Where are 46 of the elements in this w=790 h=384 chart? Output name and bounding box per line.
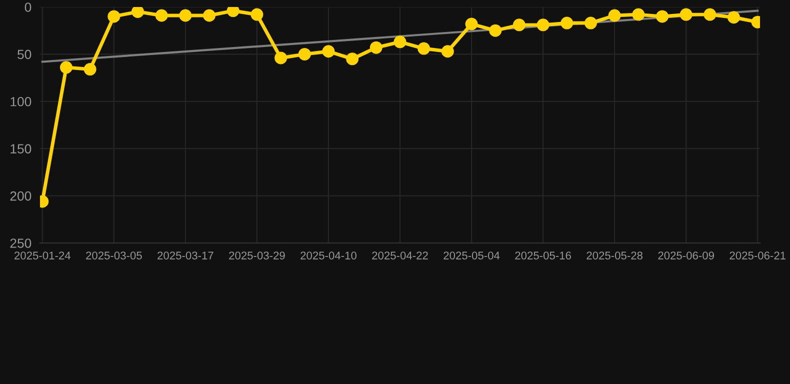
x-tick-label: 2025-05-04 xyxy=(444,252,500,260)
point xyxy=(179,9,192,22)
y-tick-label: 150 xyxy=(10,144,32,154)
point xyxy=(60,61,72,74)
point xyxy=(536,18,550,32)
y-tick-label: 250 xyxy=(10,238,32,248)
y-tick-label: 100 xyxy=(10,96,32,106)
point xyxy=(608,9,621,22)
point xyxy=(680,8,692,21)
point xyxy=(394,36,406,48)
x-tick-label: 2025-03-17 xyxy=(158,252,214,260)
point xyxy=(226,7,240,18)
point xyxy=(728,11,740,24)
y-tick-label: 50 xyxy=(18,50,32,60)
point xyxy=(441,45,454,58)
point xyxy=(155,9,168,22)
x-tick-label: 2025-03-05 xyxy=(86,252,142,260)
x-tick-label: 2025-03-29 xyxy=(229,252,285,260)
point xyxy=(489,24,502,37)
point xyxy=(322,45,335,58)
point xyxy=(632,8,645,21)
y-tick-label: 200 xyxy=(10,191,32,201)
point xyxy=(108,10,120,23)
point xyxy=(250,8,264,21)
point xyxy=(584,16,597,30)
point xyxy=(298,48,311,60)
x-tick-label: 2025-01-24 xyxy=(14,252,70,260)
point xyxy=(418,42,430,55)
x-tick-label: 2025-06-09 xyxy=(658,252,714,260)
point xyxy=(512,18,526,32)
point xyxy=(560,16,574,30)
y-tick-label: 0 xyxy=(24,2,32,12)
point xyxy=(370,41,382,54)
point xyxy=(346,52,359,66)
x-tick-label: 2025-04-10 xyxy=(300,252,356,260)
point xyxy=(656,10,668,23)
x-tick-label: 2025-06-21 xyxy=(730,252,786,260)
point xyxy=(132,7,144,18)
x-tick-label: 2025-05-28 xyxy=(586,252,643,260)
x-tick-label: 2025-04-22 xyxy=(372,252,428,260)
point xyxy=(274,52,288,64)
x-tick-label: 2025-05-16 xyxy=(515,252,571,260)
point xyxy=(704,8,716,21)
point xyxy=(84,63,96,76)
point xyxy=(465,18,478,30)
point xyxy=(203,9,216,22)
